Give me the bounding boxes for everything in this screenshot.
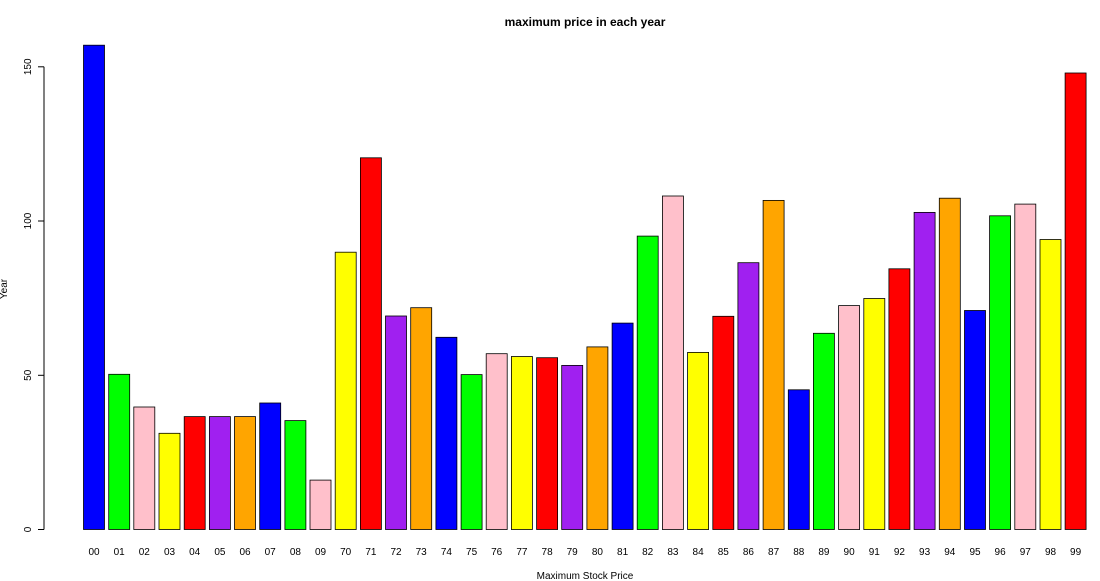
bar-86	[737, 262, 760, 530]
bar-71	[359, 157, 382, 530]
bar-93	[913, 211, 936, 530]
y-axis-label: Year	[0, 278, 10, 299]
bar-05	[208, 416, 231, 530]
bar-74	[435, 336, 458, 530]
bar-78	[536, 357, 558, 530]
x-tick-label-06: 06	[239, 547, 251, 558]
bar-87	[762, 199, 785, 530]
y-axis: 0 50 100 150	[23, 58, 45, 532]
x-tick-label-01: 01	[114, 547, 126, 558]
bar-81	[611, 322, 634, 530]
bar-07	[259, 402, 282, 530]
bar-76	[485, 353, 508, 530]
x-tick-label-75: 75	[466, 547, 478, 558]
bars-group	[83, 44, 1087, 530]
bar-84	[687, 351, 709, 530]
x-tick-label-80: 80	[592, 547, 604, 558]
chart-title: maximum price in each year	[505, 15, 666, 29]
bar-70	[334, 251, 357, 530]
y-tick-label-150: 150	[23, 58, 34, 75]
x-tick-label-03: 03	[164, 547, 176, 558]
bar-73	[410, 307, 433, 530]
bar-82	[636, 235, 659, 530]
x-tick-label-70: 70	[340, 547, 352, 558]
x-tick-label-91: 91	[869, 547, 881, 558]
bar-89	[813, 332, 835, 530]
x-tick-label-05: 05	[214, 547, 226, 558]
x-tick-label-93: 93	[919, 547, 931, 558]
bar-80	[586, 346, 609, 530]
x-tick-label-83: 83	[667, 547, 679, 558]
bar-98	[1039, 239, 1062, 530]
x-tick-label-87: 87	[768, 547, 780, 558]
x-axis-label: Maximum Stock Price	[537, 571, 634, 581]
x-tick-label-82: 82	[642, 547, 654, 558]
x-tick-label-88: 88	[793, 547, 805, 558]
x-tick-label-96: 96	[995, 547, 1007, 558]
x-tick-label-97: 97	[1020, 547, 1032, 558]
bar-91	[863, 298, 886, 530]
x-tick-label-71: 71	[365, 547, 377, 558]
bar-03	[158, 432, 181, 530]
x-tick-label-79: 79	[567, 547, 579, 558]
x-tick-label-85: 85	[718, 547, 730, 558]
x-tick-label-76: 76	[491, 547, 503, 558]
bar-99	[1064, 72, 1087, 530]
x-tick-label-90: 90	[844, 547, 856, 558]
bar-77	[510, 356, 533, 530]
bar-02	[133, 406, 156, 530]
bar-97	[1014, 203, 1037, 530]
bar-79	[561, 364, 584, 530]
x-tick-label-02: 02	[139, 547, 151, 558]
x-tick-label-84: 84	[693, 547, 705, 558]
bar-95	[964, 310, 986, 530]
x-tick-label-95: 95	[969, 547, 981, 558]
bar-96	[989, 215, 1011, 530]
bar-83	[662, 195, 684, 530]
bar-09	[309, 479, 332, 530]
x-tick-label-92: 92	[894, 547, 906, 558]
x-tick-label-81: 81	[617, 547, 629, 558]
x-tick-label-07: 07	[265, 547, 277, 558]
x-tick-labels: 00 01 02 03 04 05 06 07 08 09 70 71 72 73 74 75 76 77 78 79…	[88, 547, 1081, 558]
bar-00	[83, 44, 105, 530]
bar-85	[712, 315, 735, 530]
x-tick-label-73: 73	[416, 547, 428, 558]
bar-92	[888, 268, 911, 530]
x-tick-label-78: 78	[542, 547, 554, 558]
bar-06	[234, 416, 256, 530]
x-tick-label-77: 77	[516, 547, 528, 558]
y-tick-label-100: 100	[23, 212, 34, 229]
bar-75	[460, 374, 483, 530]
x-tick-label-99: 99	[1070, 547, 1082, 558]
bar-72	[385, 315, 407, 530]
bar-88	[787, 389, 810, 530]
x-tick-label-09: 09	[315, 547, 327, 558]
x-tick-label-89: 89	[818, 547, 830, 558]
x-tick-label-08: 08	[290, 547, 302, 558]
x-tick-label-74: 74	[441, 547, 453, 558]
x-tick-label-00: 00	[88, 547, 100, 558]
x-tick-label-86: 86	[743, 547, 755, 558]
x-tick-label-98: 98	[1045, 547, 1057, 558]
y-tick-label-0: 0	[23, 526, 34, 532]
x-tick-label-04: 04	[189, 547, 201, 558]
x-tick-label-72: 72	[390, 547, 402, 558]
x-tick-label-94: 94	[944, 547, 956, 558]
bar-01	[108, 373, 131, 530]
y-tick-label-50: 50	[23, 369, 34, 381]
bar-08	[284, 420, 307, 530]
bar-90	[838, 305, 860, 530]
bar-04	[183, 416, 206, 530]
bar-94	[938, 197, 961, 530]
